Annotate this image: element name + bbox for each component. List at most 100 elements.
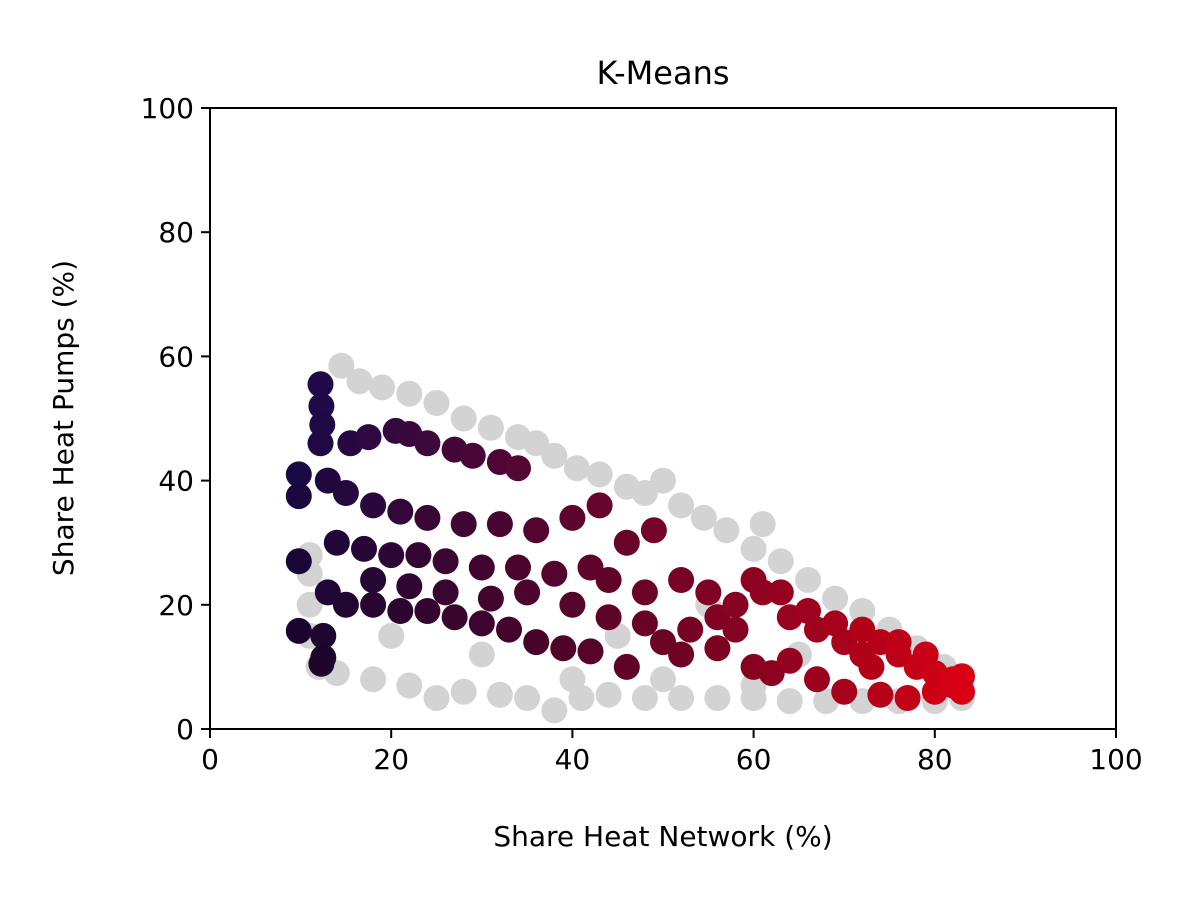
cluster-point <box>314 467 341 494</box>
background-point <box>523 430 550 457</box>
background-point <box>360 666 387 693</box>
cluster-point <box>414 504 441 531</box>
cluster-point <box>867 681 894 708</box>
cluster-point <box>514 579 541 606</box>
cluster-point <box>640 517 667 544</box>
cluster-point <box>308 393 335 420</box>
background-point <box>795 567 821 593</box>
cluster-point <box>387 498 414 525</box>
x-tick-label: 20 <box>373 743 409 776</box>
y-tick-label: 80 <box>158 216 194 249</box>
cluster-point <box>912 641 939 668</box>
background-point <box>749 511 776 538</box>
chart-title: K-Means <box>596 54 729 92</box>
x-tick-label: 80 <box>917 743 953 776</box>
background-point <box>690 504 717 531</box>
background-point <box>541 442 568 469</box>
cluster-point <box>758 660 785 687</box>
cluster-point <box>677 616 704 643</box>
background-point <box>346 368 373 395</box>
plot-frame <box>209 107 1117 730</box>
background-point <box>740 672 767 699</box>
background-point <box>740 535 767 562</box>
cluster-point <box>559 504 586 531</box>
cluster-point <box>441 604 468 631</box>
background-point <box>369 374 396 401</box>
cluster-point <box>650 629 676 656</box>
cluster-point <box>668 567 695 593</box>
background-point <box>668 492 695 519</box>
background-point <box>450 678 477 705</box>
cluster-point <box>541 560 568 587</box>
background-point <box>822 585 849 612</box>
cluster-point <box>496 616 522 643</box>
cluster-point <box>477 585 504 612</box>
background-point <box>650 666 676 693</box>
cluster-point <box>885 629 912 656</box>
background-point <box>396 672 423 699</box>
cluster-point <box>285 548 312 575</box>
cluster-point <box>831 678 858 705</box>
background-point <box>378 622 405 649</box>
cluster-point <box>740 567 767 593</box>
cluster-point <box>949 663 975 690</box>
cluster-point <box>586 492 613 519</box>
cluster-point <box>559 591 586 618</box>
cluster-point <box>351 535 377 562</box>
y-axis-label: Share Heat Pumps (%) <box>47 260 80 576</box>
cluster-point <box>307 371 334 398</box>
cluster-point <box>310 622 337 649</box>
background-point <box>704 685 731 711</box>
cluster-point <box>414 430 441 457</box>
x-axis: 0 20 40 60 80 100 <box>201 729 1143 776</box>
cluster-point <box>894 685 921 711</box>
cluster-point <box>432 579 459 606</box>
background-point <box>776 688 803 715</box>
cluster-point <box>595 604 622 631</box>
cluster-point <box>858 653 885 680</box>
y-tick-label: 40 <box>158 465 194 498</box>
x-axis-label: Share Heat Network (%) <box>493 820 832 853</box>
cluster-point <box>396 573 423 600</box>
cluster-point <box>523 629 550 656</box>
background-point <box>559 666 586 693</box>
cluster-point <box>722 591 749 618</box>
cluster-point <box>432 548 459 575</box>
background-point <box>296 591 323 618</box>
x-tick-label: 40 <box>555 743 591 776</box>
cluster-point <box>285 461 312 488</box>
cluster-point <box>577 638 604 665</box>
cluster-point <box>405 542 432 569</box>
cluster-point <box>550 635 577 662</box>
background-point <box>450 405 477 432</box>
cluster-point <box>360 492 387 519</box>
background-point <box>767 548 794 575</box>
cluster-point <box>414 598 441 624</box>
background-point <box>563 455 590 482</box>
background-point <box>849 598 876 624</box>
cluster-point <box>722 616 749 643</box>
background-point <box>423 685 450 711</box>
cluster-point <box>308 650 335 677</box>
cluster-point <box>387 598 414 624</box>
cluster-point <box>468 610 495 637</box>
cluster-point <box>822 610 849 637</box>
x-tick-label: 0 <box>201 743 219 776</box>
background-point <box>328 352 355 379</box>
background-point <box>650 467 676 494</box>
cluster-point <box>695 579 722 606</box>
cluster-point <box>523 517 550 544</box>
background-point <box>468 641 495 668</box>
cluster-point <box>285 617 312 644</box>
background-point <box>423 390 450 416</box>
background-point <box>396 380 423 407</box>
y-axis: 0 20 40 60 80 100 <box>141 92 210 746</box>
cluster-point <box>595 567 622 593</box>
cluster-point <box>505 455 531 482</box>
background-point <box>595 681 622 708</box>
y-tick-label: 0 <box>176 713 194 746</box>
cluster-point <box>668 641 695 668</box>
cluster-point <box>332 591 359 618</box>
cluster-point <box>360 591 387 618</box>
